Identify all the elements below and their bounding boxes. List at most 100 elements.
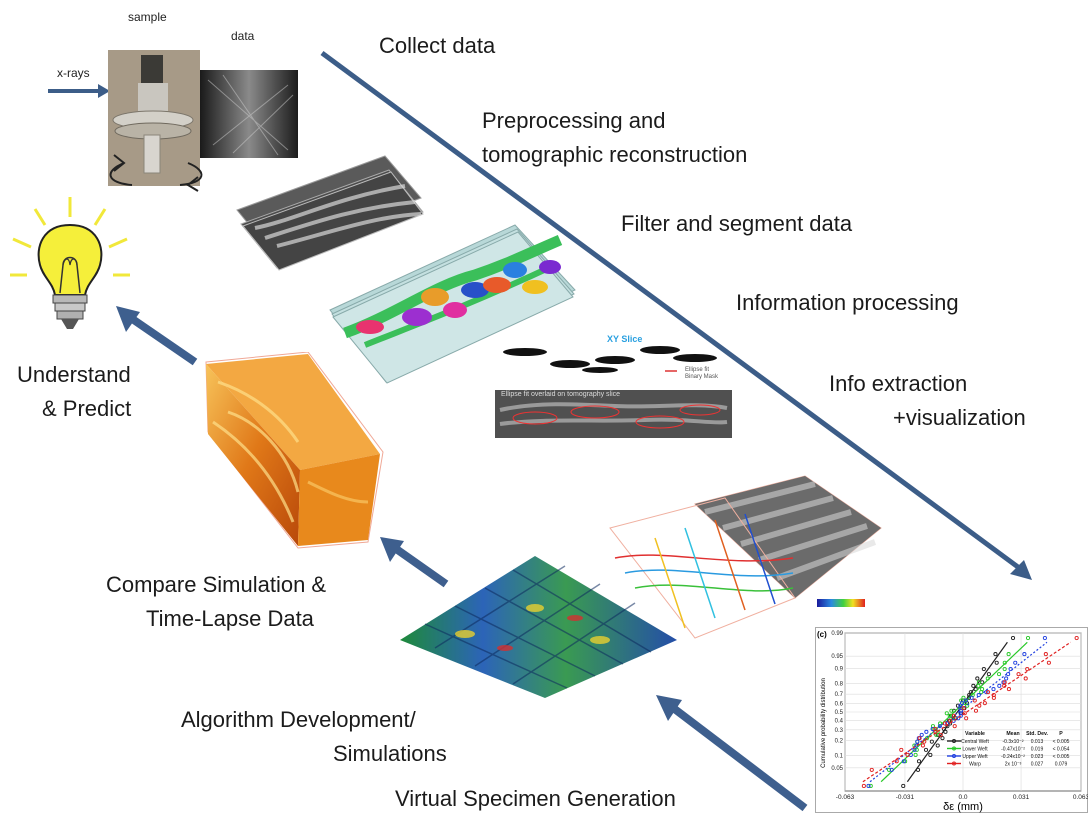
cdf-point <box>948 718 953 723</box>
cdf-point <box>976 680 981 685</box>
table-cell: Central Weft <box>961 739 989 745</box>
step-compare-line2: Time-Lapse Data <box>146 606 314 631</box>
cdf-point <box>1006 652 1011 657</box>
y-tick-label: 0.8 <box>835 681 844 687</box>
cdf-point <box>947 713 952 718</box>
x-tick-label: 0.031 <box>1013 794 1030 801</box>
x-tick-label: -0.031 <box>896 794 915 801</box>
sample-photo-group <box>48 50 298 192</box>
y-tick-label: 0.1 <box>835 754 844 760</box>
overlay-slice: Ellipse fit overlaid on tomography slice <box>495 390 732 438</box>
cdf-point <box>1042 635 1047 641</box>
step-collect-data: Collect data <box>379 33 496 58</box>
y-tick-label: 0.5 <box>835 710 844 716</box>
cdf-point <box>1006 687 1011 692</box>
table-header: Mean <box>1006 731 1019 737</box>
cdf-point <box>935 743 940 748</box>
cdf-point <box>985 676 990 681</box>
cdf-point <box>915 739 920 744</box>
y-tick-label: 0.9 <box>835 666 844 672</box>
cdf-chart: (c) Cumulative probability distribution … <box>815 627 1088 813</box>
cdf-point <box>1002 680 1007 685</box>
cdf-point <box>924 729 929 734</box>
cdf-fit-line <box>906 641 1008 783</box>
table-cell: 0.027 <box>1031 762 1044 768</box>
cdf-point <box>993 652 998 657</box>
table-cell: 0.023 <box>1031 754 1044 760</box>
table-header: P <box>1059 731 1063 737</box>
chart-panel-label: (c) <box>817 630 827 639</box>
cdf-point <box>1013 660 1018 665</box>
cdf-point <box>969 695 974 700</box>
x-tick-label: 0.0 <box>958 794 967 801</box>
data-label: data <box>231 29 255 43</box>
cdf-point <box>920 743 925 748</box>
arrow-to-compare <box>389 542 449 588</box>
cdf-point <box>997 683 1002 688</box>
cdf-point <box>1046 660 1051 665</box>
cdf-point <box>922 739 927 744</box>
cdf-point <box>961 706 966 711</box>
cdf-point <box>928 752 933 758</box>
chart-ylabel: Cumulative probability distribution <box>821 678 827 768</box>
table-cell: 2x 10⁻³ <box>1005 762 1022 768</box>
y-tick-label: 0.3 <box>835 728 844 734</box>
y-tick-label: 0.05 <box>831 766 843 772</box>
y-tick-label: 0.6 <box>835 701 844 707</box>
step-info-extraction: Info extraction <box>829 371 968 396</box>
step-understand: Understand <box>17 362 131 387</box>
table-cell: < 0.054 <box>1053 747 1070 753</box>
cdf-point <box>958 708 964 713</box>
segmented-data-sheets <box>329 224 576 384</box>
lightbulb-icon <box>10 197 130 329</box>
cdf-point <box>1002 666 1007 672</box>
table-legend-marker <box>952 746 956 751</box>
cdf-point <box>977 703 982 708</box>
cdf-point <box>972 698 977 703</box>
table-cell: -0.24x10⁻² <box>1001 754 1025 760</box>
cdf-point <box>1074 635 1079 641</box>
cdf-point <box>868 783 873 789</box>
y-tick-label: 0.4 <box>835 719 844 725</box>
step-algorithm-line2: Simulations <box>333 741 447 766</box>
cdf-point <box>968 690 973 695</box>
step-filter-segment: Filter and segment data <box>621 211 853 236</box>
y-tick-label: 0.2 <box>835 739 844 745</box>
cdf-point <box>901 783 906 789</box>
step-preprocessing-line2: tomographic reconstruction <box>482 142 748 167</box>
legend-binary-mask: Binary Mask <box>685 374 719 380</box>
step-preprocessing-line1: Preprocessing and <box>482 108 666 133</box>
y-tick-label: 0.99 <box>831 631 843 637</box>
overlay-caption: Ellipse fit overlaid on tomography slice <box>501 391 621 398</box>
cdf-point <box>903 759 908 764</box>
cdf-point <box>980 687 985 692</box>
cdf-point <box>963 698 968 703</box>
step-virtual-specimen: Virtual Specimen Generation <box>395 786 676 811</box>
cdf-point <box>923 747 929 752</box>
cdf-point <box>956 716 961 721</box>
cdf-point <box>976 692 981 698</box>
cdf-point <box>1025 635 1031 641</box>
xy-slice-inset: XY Slice Ellipse fit Binary Mask Ellipse… <box>495 330 735 440</box>
cdf-point <box>930 726 935 732</box>
color-scale-bar <box>817 599 865 607</box>
cdf-point <box>1025 666 1030 672</box>
cdf-point <box>1016 672 1021 677</box>
table-cell: -0.3x10⁻² <box>1003 739 1024 745</box>
xy-slice-ellipses <box>503 346 717 373</box>
chart-xlabel: δε (mm) <box>943 801 983 813</box>
cdf-point <box>973 687 978 692</box>
cdf-point <box>913 752 918 758</box>
x-tick-label: -0.063 <box>836 794 855 801</box>
cdf-point <box>955 703 961 708</box>
table-cell: 0.079 <box>1055 762 1068 768</box>
cdf-point <box>935 729 940 734</box>
cdf-point <box>942 721 947 726</box>
cdf-point <box>973 708 979 713</box>
cdf-point <box>994 660 999 665</box>
cdf-point <box>929 739 934 744</box>
cdf-point <box>962 711 967 716</box>
cdf-fit-line <box>862 641 1071 783</box>
